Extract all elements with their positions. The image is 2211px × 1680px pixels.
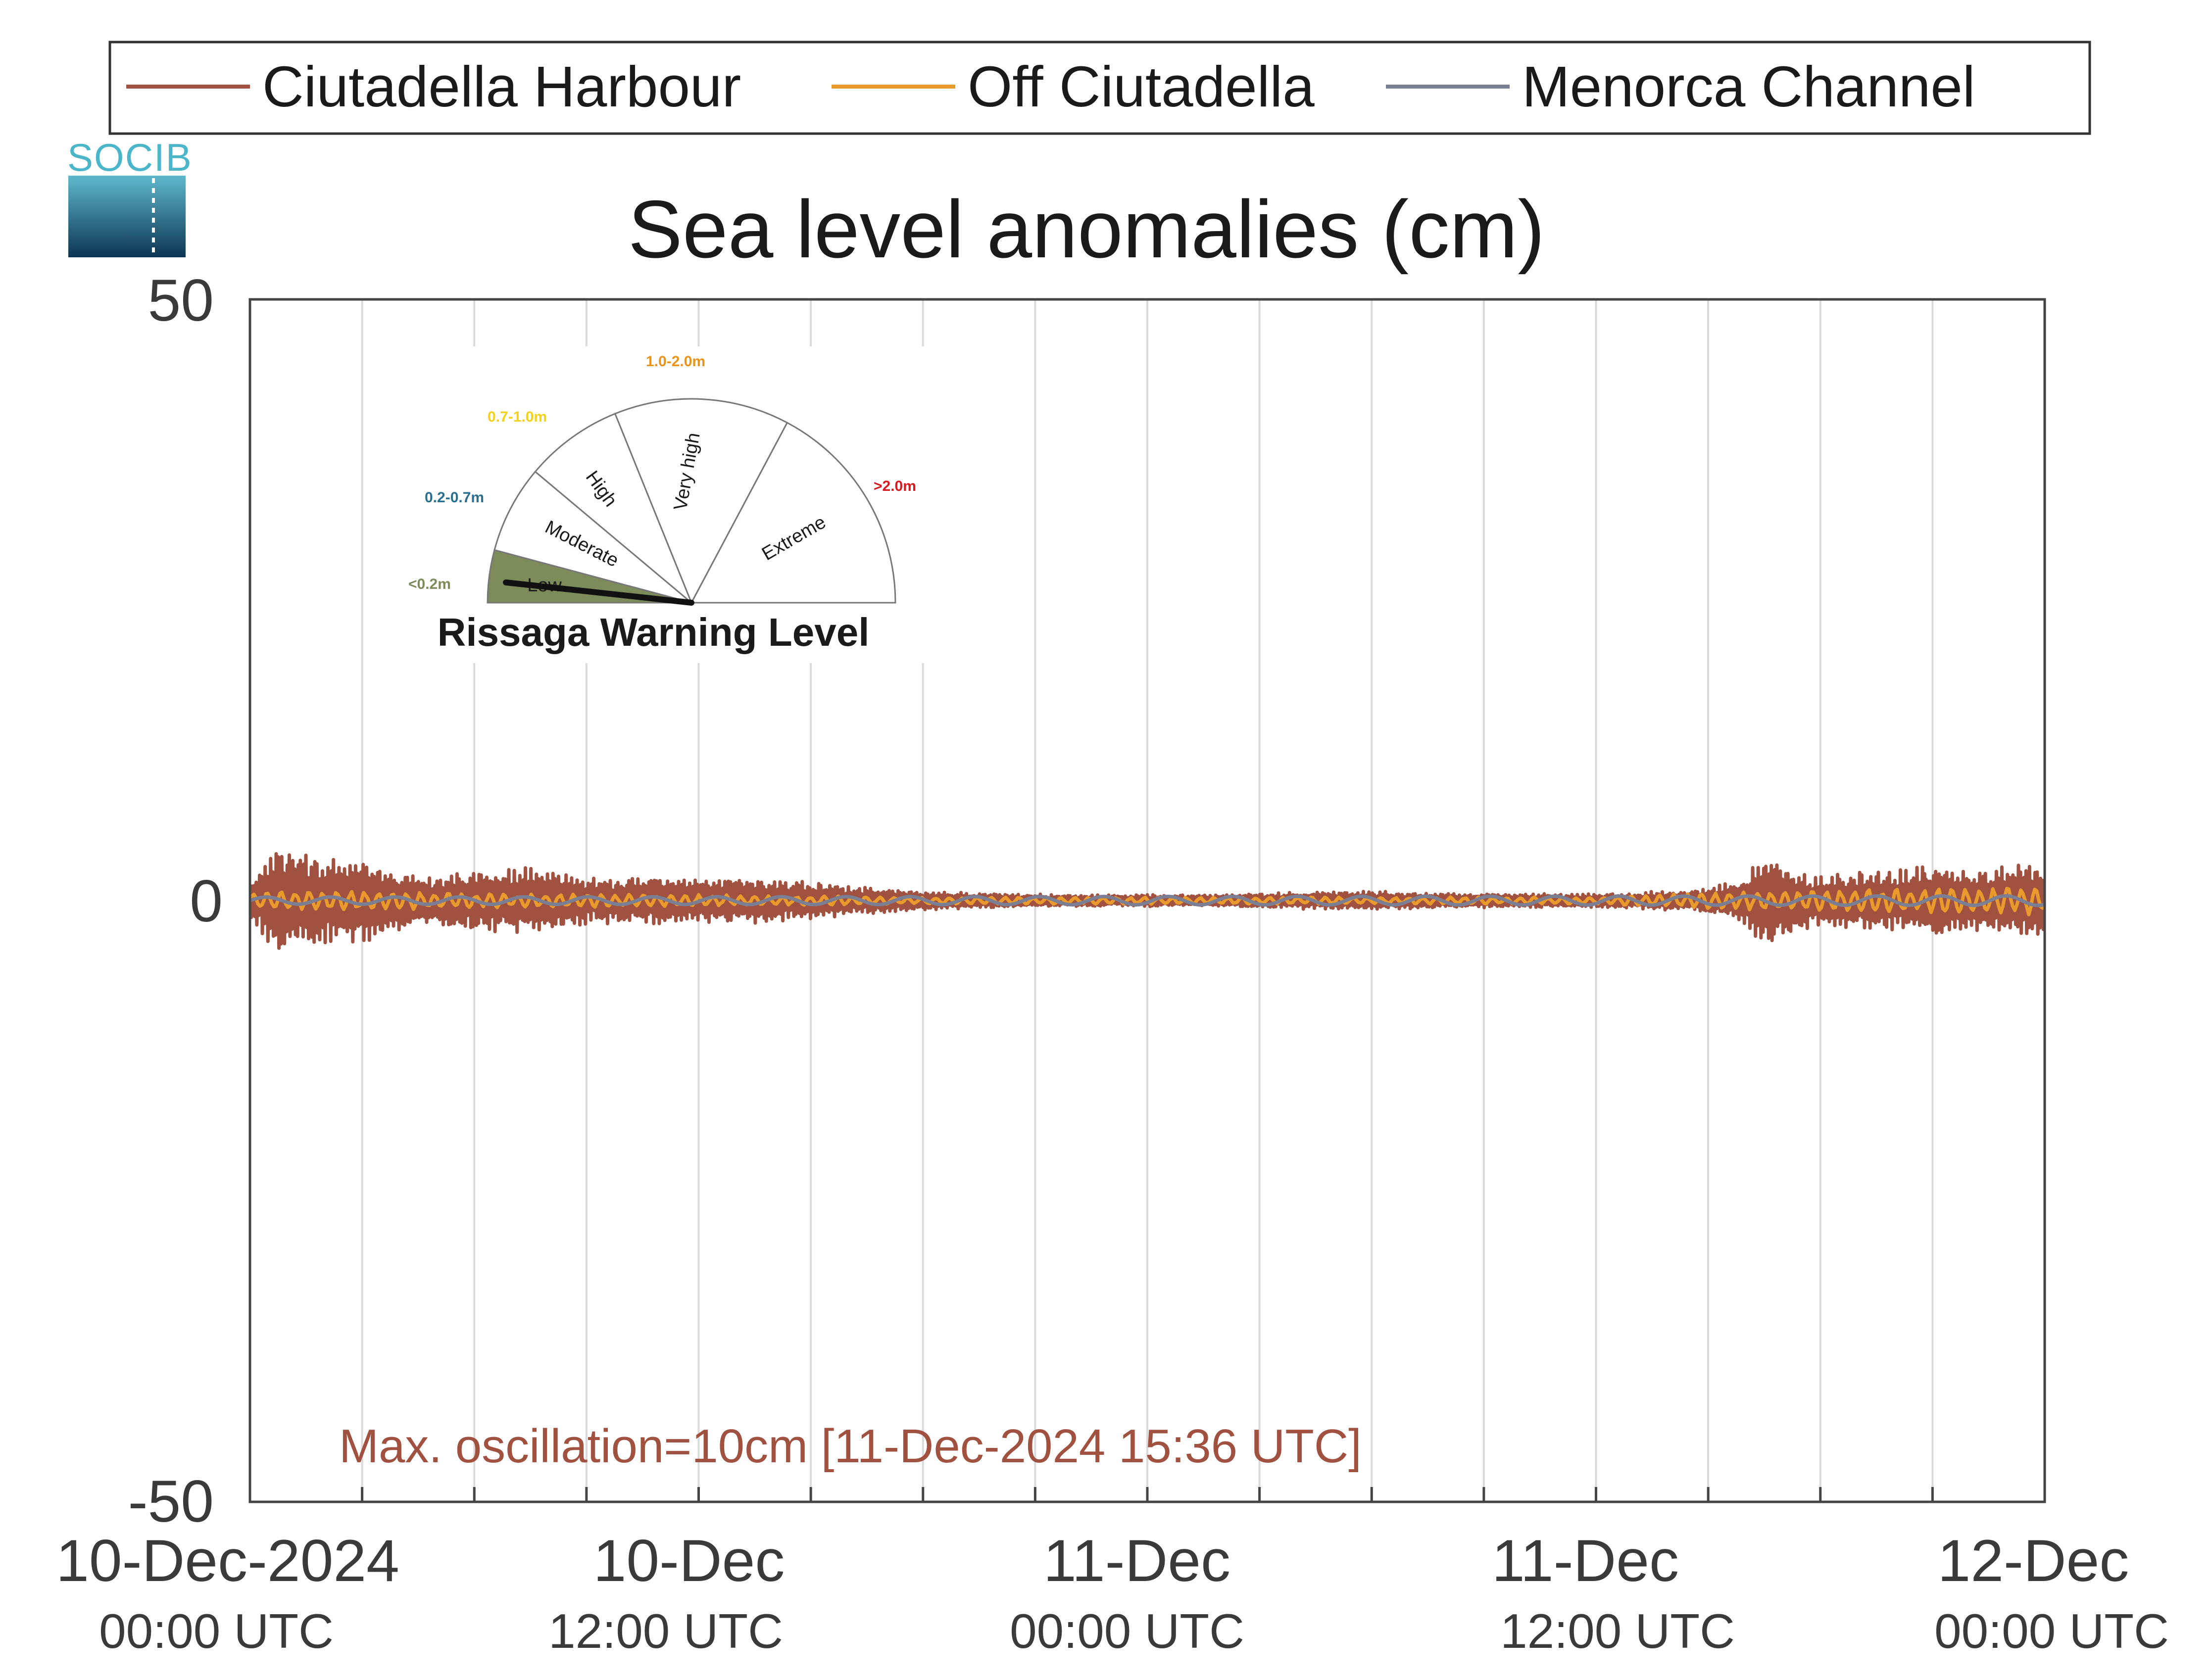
gauge-title: Rissaga Warning Level bbox=[438, 610, 870, 654]
gauge-range-very-high: 1.0-2.0m bbox=[646, 353, 705, 370]
gauge-range-moderate: 0.2-0.7m bbox=[425, 489, 484, 506]
x-tick-date-3: 11-Dec bbox=[1492, 1528, 1679, 1594]
gauge-segment-extreme bbox=[690, 422, 896, 604]
legend: Ciutadella Harbour Off Ciutadella Menorc… bbox=[108, 41, 2091, 135]
y-tick-label-0: 0 bbox=[190, 868, 223, 934]
socib-logo: SOCIB bbox=[67, 136, 193, 257]
x-tick-time-2: 00:00 UTC bbox=[1010, 1604, 1244, 1658]
gauge-segment-high bbox=[534, 413, 692, 604]
x-tick-time-3: 12:00 UTC bbox=[1500, 1604, 1735, 1658]
y-tick-label-minus-50: -50 bbox=[128, 1468, 214, 1535]
x-tick-time-0: 00:00 UTC bbox=[99, 1604, 334, 1658]
legend-box bbox=[108, 41, 2091, 135]
series-line-menorca-channel bbox=[250, 894, 2045, 908]
legend-label-menorca-channel: Menorca Channel bbox=[1522, 54, 1975, 119]
x-tick-date-1: 10-Dec bbox=[593, 1528, 785, 1594]
x-tick-date-0: 10-Dec-2024 bbox=[56, 1528, 399, 1594]
gauge-segment-very-high bbox=[614, 398, 788, 605]
y-tick-label-50: 50 bbox=[148, 267, 214, 334]
gauge-range-low: <0.2m bbox=[408, 576, 451, 592]
gauge-needle bbox=[503, 579, 694, 606]
logo-text: SOCIB bbox=[67, 136, 193, 179]
x-tick-time-4: 00:00 UTC bbox=[1934, 1604, 2169, 1658]
logo-graphic bbox=[68, 176, 186, 257]
gauge-range-extreme: >2.0m bbox=[874, 478, 916, 494]
legend-label-off-ciutadella: Off Ciutadella bbox=[968, 54, 1315, 119]
gauge-segment-moderate bbox=[493, 471, 692, 604]
series-layer bbox=[250, 852, 2045, 950]
max-oscillation-annotation: Max. oscillation=10cm [11-Dec-2024 15:36… bbox=[339, 1420, 1362, 1473]
x-tick-time-1: 12:00 UTC bbox=[548, 1604, 783, 1658]
x-tick-marks bbox=[361, 1487, 1934, 1502]
gauge-range-high: 0.7-1.0m bbox=[488, 409, 547, 425]
x-tick-date-4: 12-Dec bbox=[1938, 1528, 2129, 1594]
rissaga-gauge: Low Moderate High Very high Extreme <0.2… bbox=[391, 346, 935, 663]
x-tick-date-2: 11-Dec bbox=[1043, 1528, 1230, 1594]
gauge-segments bbox=[487, 398, 896, 605]
chart-title: Sea level anomalies (cm) bbox=[628, 184, 1545, 275]
legend-label-ciutadella-harbour: Ciutadella Harbour bbox=[262, 54, 741, 119]
